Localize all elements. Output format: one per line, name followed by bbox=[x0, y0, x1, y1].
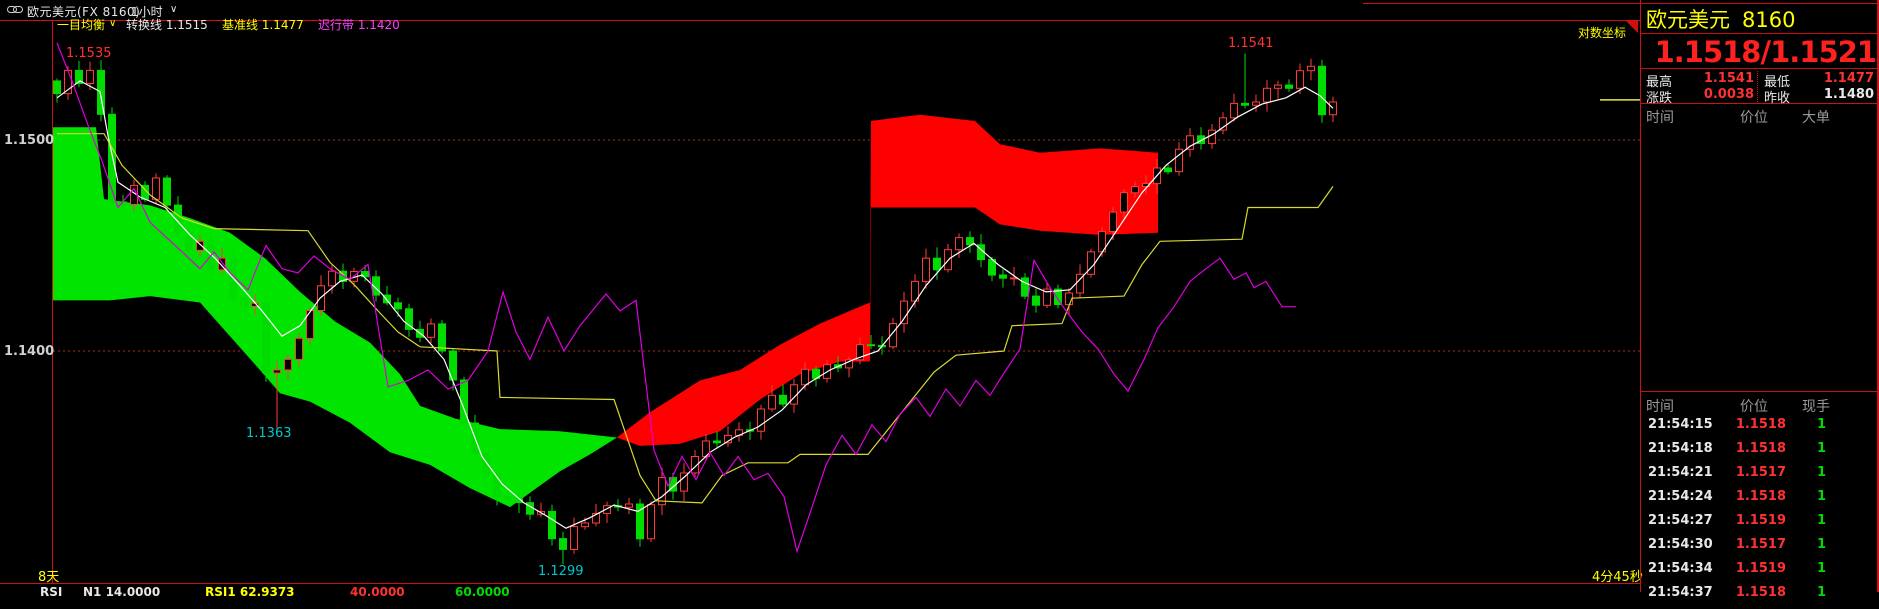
col-bigorder: 大单 bbox=[1802, 110, 1830, 126]
tick-volume: 1 bbox=[1816, 585, 1826, 600]
tick-price: 1.1518 bbox=[1735, 441, 1786, 456]
rsi-value: RSI1 62.9373 bbox=[205, 585, 295, 599]
panel-divider bbox=[1640, 0, 1641, 592]
y-axis-label: 1.1400 bbox=[4, 344, 55, 359]
tick-price: 1.1518 bbox=[1735, 417, 1786, 432]
ticks-table[interactable]: 21:54:15 1.1518 1 21:54:18 1.1518 1 21:54:21 1.… bbox=[1646, 417, 1874, 600]
tick-volume: 1 bbox=[1816, 441, 1826, 456]
tick-row: 21:54:24 1.1518 1 bbox=[1646, 489, 1874, 513]
stats-column-divider bbox=[1757, 71, 1759, 102]
tick-price: 1.1517 bbox=[1735, 465, 1786, 480]
tick-volume: 1 bbox=[1816, 561, 1826, 576]
tick-volume: 1 bbox=[1816, 489, 1826, 504]
tick-price: 1.1518 bbox=[1735, 489, 1786, 504]
timeframe-selector[interactable]: 1小时 bbox=[131, 5, 163, 19]
tick-time: 21:54:34 bbox=[1648, 561, 1713, 576]
low-annotation: 1.1363 bbox=[246, 426, 292, 441]
bid-ask-price: 1.1518/1.1521 bbox=[1654, 35, 1877, 69]
tick-price: 1.1519 bbox=[1735, 513, 1786, 528]
tick-time: 21:54:24 bbox=[1648, 489, 1713, 504]
tick-row: 21:54:15 1.1518 1 bbox=[1646, 417, 1874, 441]
titlebar-divider bbox=[0, 20, 1640, 21]
stat-high-label: 最高 bbox=[1646, 75, 1673, 90]
tick-time: 21:54:37 bbox=[1648, 585, 1713, 600]
indicator-caret-icon[interactable]: ∨ bbox=[109, 18, 117, 29]
corner-marker bbox=[1626, 21, 1638, 33]
tick-volume: 1 bbox=[1816, 465, 1826, 480]
quote-symbol-code: 8160 bbox=[1742, 8, 1796, 32]
titlebar: 欧元美元(FX 8160) 1小时 ∨ bbox=[0, 0, 1640, 20]
stat-low-value: 1.1477 bbox=[1823, 71, 1874, 86]
panel-separator bbox=[1641, 68, 1877, 69]
price-chart[interactable] bbox=[0, 0, 1640, 592]
tick-price: 1.1518 bbox=[1735, 585, 1786, 600]
tick-price: 1.1519 bbox=[1735, 561, 1786, 576]
tick-row: 21:54:30 1.1517 1 bbox=[1646, 537, 1874, 561]
legend-tenkan: 转换线 1.1515 bbox=[126, 18, 208, 32]
tick-time: 21:54:27 bbox=[1648, 513, 1713, 528]
tick-volume: 1 bbox=[1816, 417, 1826, 432]
log-scale-label[interactable]: 对数坐标 bbox=[1578, 26, 1627, 40]
panel-separator bbox=[1641, 391, 1877, 392]
low-annotation: 1.1299 bbox=[538, 564, 584, 579]
panel-right-border bbox=[1877, 0, 1879, 592]
tick-volume: 1 bbox=[1816, 513, 1826, 528]
rsi-value: N1 14.0000 bbox=[83, 585, 161, 599]
stat-high-value: 1.1541 bbox=[1703, 71, 1754, 86]
tick-volume: 1 bbox=[1816, 537, 1826, 552]
tick-time: 21:54:30 bbox=[1648, 537, 1713, 552]
col-price: 价位 bbox=[1740, 110, 1768, 126]
stat-change-value: 0.0038 bbox=[1703, 87, 1754, 102]
tick-time: 21:54:18 bbox=[1648, 441, 1713, 456]
chart-bottom-border bbox=[0, 583, 1640, 584]
stat-prevclose-label: 昨收 bbox=[1764, 91, 1791, 106]
panel-separator bbox=[1641, 33, 1877, 34]
stat-prevclose-value: 1.1480 bbox=[1823, 87, 1874, 102]
rsi-value: RSI bbox=[40, 585, 63, 599]
tick-row: 21:54:34 1.1519 1 bbox=[1646, 561, 1874, 585]
col-price: 价位 bbox=[1740, 399, 1768, 415]
indicator-name[interactable]: 一目均衡 bbox=[57, 18, 106, 32]
tick-row: 21:54:27 1.1519 1 bbox=[1646, 513, 1874, 537]
high-annotation: 1.1535 bbox=[66, 46, 112, 61]
timeframe-caret-icon[interactable]: ∨ bbox=[170, 4, 178, 15]
price-axis-line bbox=[52, 21, 53, 583]
col-time: 时间 bbox=[1646, 399, 1674, 415]
legend-chikou: 迟行带 1.1420 bbox=[318, 18, 400, 32]
quote-symbol-name: 欧元美元 bbox=[1646, 8, 1730, 32]
stat-change-label: 涨跌 bbox=[1646, 91, 1673, 106]
bigorder-table-header: 时间 价位 大单 bbox=[1646, 107, 1874, 126]
top-border bbox=[1363, 3, 1879, 4]
tick-price: 1.1517 bbox=[1735, 537, 1786, 552]
panel-separator bbox=[1641, 103, 1877, 104]
tick-row: 21:54:18 1.1518 1 bbox=[1646, 441, 1874, 465]
tick-row: 21:54:37 1.1518 1 bbox=[1646, 585, 1874, 609]
rsi-indicator-row[interactable]: RSI N1 14.0000 RSI1 62.9373 40.0000 60.0000 bbox=[0, 585, 1640, 599]
tick-time: 21:54:15 bbox=[1648, 417, 1713, 432]
ticks-table-header: 时间 价位 现手 bbox=[1646, 396, 1874, 415]
stat-low-label: 最低 bbox=[1764, 75, 1791, 90]
legend-kijun: 基准线 1.1477 bbox=[222, 18, 304, 32]
countdown-label: 4分45秒 bbox=[1592, 570, 1643, 585]
y-axis-label: 1.1500 bbox=[4, 133, 55, 148]
tick-time: 21:54:21 bbox=[1648, 465, 1713, 480]
symbol-title: 欧元美元(FX 8160) bbox=[27, 5, 141, 19]
col-volume: 现手 bbox=[1802, 399, 1830, 415]
rsi-value: 40.0000 bbox=[350, 585, 405, 599]
quote-symbol[interactable]: 欧元美元 8160 bbox=[1646, 4, 1795, 34]
period-label: 8天 bbox=[38, 570, 60, 585]
link-icon bbox=[7, 6, 23, 13]
tick-row: 21:54:21 1.1517 1 bbox=[1646, 465, 1874, 489]
rsi-value: 60.0000 bbox=[455, 585, 510, 599]
col-time: 时间 bbox=[1646, 110, 1674, 126]
high-annotation: 1.1541 bbox=[1228, 36, 1274, 51]
